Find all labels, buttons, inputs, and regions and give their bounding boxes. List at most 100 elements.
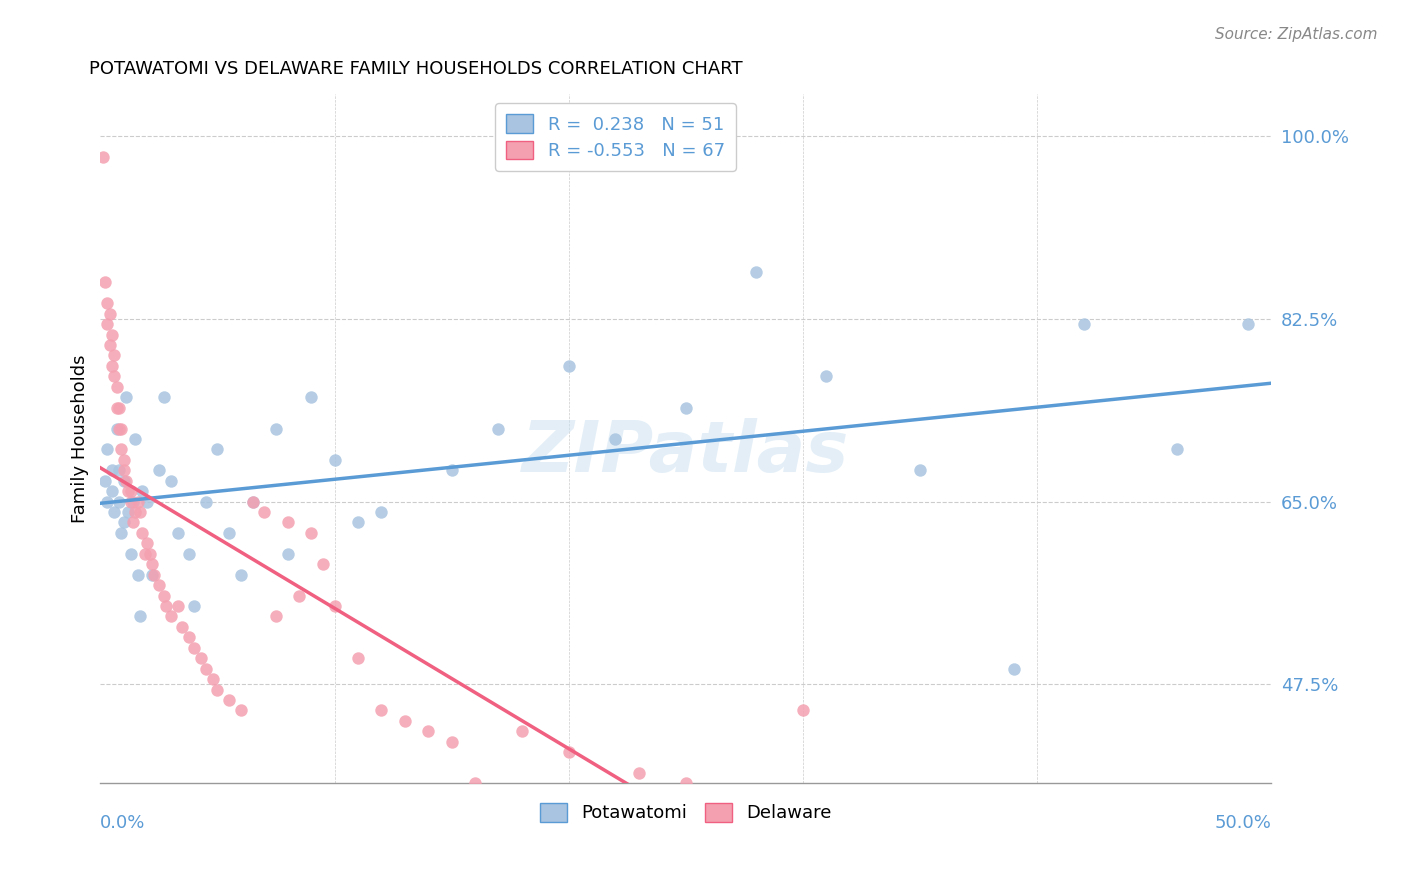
- Point: [136, 536, 159, 550]
- Point: [172, 620, 194, 634]
- Point: [108, 494, 131, 508]
- Point: [183, 640, 205, 655]
- Point: [96, 442, 118, 457]
- Point: [122, 516, 145, 530]
- Point: [299, 390, 322, 404]
- Point: [908, 463, 931, 477]
- Point: [166, 525, 188, 540]
- Point: [347, 651, 370, 665]
- Point: [98, 338, 121, 352]
- Point: [108, 421, 131, 435]
- Point: [148, 578, 170, 592]
- Point: [166, 599, 188, 613]
- Point: [152, 390, 174, 404]
- Point: [675, 401, 697, 415]
- Point: [105, 380, 128, 394]
- Text: ZIPatlas: ZIPatlas: [522, 418, 849, 487]
- Text: 0.0%: 0.0%: [100, 814, 146, 832]
- Point: [1166, 442, 1188, 457]
- Point: [134, 547, 156, 561]
- Point: [129, 609, 152, 624]
- Point: [675, 776, 697, 790]
- Point: [486, 421, 509, 435]
- Point: [127, 494, 149, 508]
- Point: [264, 421, 287, 435]
- Point: [101, 359, 124, 373]
- Point: [159, 474, 181, 488]
- Point: [103, 369, 125, 384]
- Point: [201, 672, 224, 686]
- Point: [264, 609, 287, 624]
- Point: [557, 745, 579, 759]
- Point: [131, 484, 153, 499]
- Text: 50.0%: 50.0%: [1215, 814, 1271, 832]
- Point: [347, 516, 370, 530]
- Point: [136, 494, 159, 508]
- Point: [96, 296, 118, 310]
- Point: [370, 505, 392, 519]
- Point: [394, 714, 416, 728]
- Point: [101, 463, 124, 477]
- Text: POTAWATOMI VS DELAWARE FAMILY HOUSEHOLDS CORRELATION CHART: POTAWATOMI VS DELAWARE FAMILY HOUSEHOLDS…: [89, 60, 742, 78]
- Point: [127, 567, 149, 582]
- Point: [207, 682, 229, 697]
- Point: [103, 348, 125, 362]
- Point: [179, 630, 201, 644]
- Point: [323, 453, 346, 467]
- Point: [179, 547, 201, 561]
- Point: [108, 463, 131, 477]
- Point: [124, 505, 146, 519]
- Point: [129, 505, 152, 519]
- Point: [299, 525, 322, 540]
- Point: [242, 494, 264, 508]
- Point: [792, 703, 814, 717]
- Point: [745, 265, 768, 279]
- Point: [440, 463, 463, 477]
- Point: [440, 735, 463, 749]
- Point: [323, 599, 346, 613]
- Point: [98, 307, 121, 321]
- Point: [94, 276, 117, 290]
- Point: [110, 421, 132, 435]
- Point: [886, 860, 908, 874]
- Point: [138, 547, 160, 561]
- Point: [120, 547, 142, 561]
- Point: [183, 599, 205, 613]
- Point: [120, 494, 142, 508]
- Point: [418, 724, 440, 739]
- Point: [115, 390, 138, 404]
- Point: [141, 558, 163, 572]
- Point: [131, 525, 153, 540]
- Point: [218, 525, 240, 540]
- Point: [229, 703, 252, 717]
- Point: [117, 505, 139, 519]
- Point: [105, 421, 128, 435]
- Point: [110, 525, 132, 540]
- Point: [122, 494, 145, 508]
- Point: [745, 787, 768, 801]
- Point: [108, 401, 131, 415]
- Point: [557, 359, 579, 373]
- Point: [277, 516, 299, 530]
- Point: [91, 150, 114, 164]
- Point: [1002, 662, 1025, 676]
- Point: [96, 494, 118, 508]
- Point: [464, 776, 486, 790]
- Point: [312, 558, 335, 572]
- Point: [143, 567, 166, 582]
- Point: [105, 401, 128, 415]
- Point: [229, 567, 252, 582]
- Point: [218, 693, 240, 707]
- Point: [510, 724, 533, 739]
- Point: [194, 662, 217, 676]
- Point: [103, 505, 125, 519]
- Point: [277, 547, 299, 561]
- Point: [288, 589, 311, 603]
- Legend: Potawatomi, Delaware: Potawatomi, Delaware: [533, 796, 839, 830]
- Point: [815, 369, 838, 384]
- Point: [242, 494, 264, 508]
- Point: [101, 327, 124, 342]
- Point: [190, 651, 212, 665]
- Point: [112, 474, 135, 488]
- Point: [207, 442, 229, 457]
